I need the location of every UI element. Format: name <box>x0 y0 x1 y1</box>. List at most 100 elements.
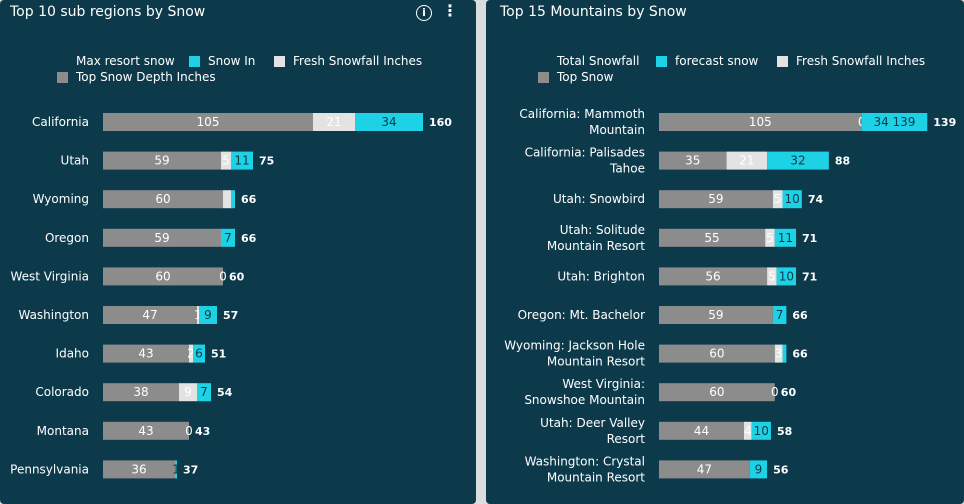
bar-segment[interactable] <box>103 383 179 402</box>
bar-segment[interactable] <box>103 267 223 286</box>
bar-segment[interactable] <box>103 228 221 247</box>
total-label: 51 <box>211 348 226 361</box>
bar-segment[interactable] <box>659 190 773 209</box>
data-label: 1 <box>194 308 202 322</box>
bar-segment[interactable] <box>197 383 211 402</box>
bar-segment[interactable] <box>767 267 777 286</box>
bar-row[interactable]: Washington 47 1 9 57 <box>18 306 238 324</box>
bar-segment[interactable] <box>221 151 231 170</box>
bar-segment[interactable] <box>782 344 787 363</box>
bar-row[interactable]: Washington: Crystal Mountain Resort 47 9 56 <box>525 454 789 484</box>
bar-row[interactable]: Oregon: Mt. Bachelor 59 7 66 <box>518 306 808 324</box>
bar-segment[interactable] <box>231 190 235 209</box>
bar-segment[interactable] <box>659 344 775 363</box>
bar-segment[interactable] <box>103 151 221 170</box>
bar-segment[interactable] <box>749 460 768 479</box>
bar-segment[interactable] <box>313 113 355 131</box>
bar-chart-sub-regions: California 105 21 34 160 Utah 59 5 11 75 Wyoming 60… <box>10 113 452 479</box>
category-label: Wyoming: Jackson Hole Mountain Resort <box>504 339 645 369</box>
data-label: 60 <box>155 192 170 206</box>
bar-segment[interactable] <box>861 113 928 131</box>
legend-item[interactable]: forecast snow <box>656 54 758 68</box>
bar-row[interactable]: Wyoming: Jackson Hole Mountain Resort 60 3 6… <box>504 339 808 369</box>
bar-row[interactable]: California: Palisades Tahoe 35 21 32 88 <box>525 146 851 176</box>
bar-segment[interactable] <box>659 460 750 479</box>
bar-segment[interactable] <box>193 344 205 363</box>
bar-segment[interactable] <box>179 383 197 402</box>
bar-segment[interactable] <box>774 344 783 363</box>
bar-row[interactable]: Idaho 43 2 6 51 <box>56 344 227 363</box>
info-icon[interactable]: i <box>416 5 432 21</box>
legend-swatch <box>57 71 68 83</box>
data-label: 10 <box>754 424 769 438</box>
bar-row[interactable]: Oregon 59 7 66 <box>45 228 257 247</box>
category-label: Oregon: Mt. Bachelor <box>518 308 645 322</box>
bar-segment[interactable] <box>355 113 423 131</box>
bar-row[interactable]: Wyoming 60 66 <box>33 190 257 209</box>
bar-segment[interactable] <box>659 306 773 324</box>
bar-segment[interactable] <box>743 421 752 440</box>
legend-label: Top Snow <box>557 70 614 84</box>
bar-row[interactable]: Pennsylvania 36 1 37 <box>10 460 198 479</box>
bar-segment[interactable] <box>103 460 175 479</box>
legend-item[interactable]: Top Snow <box>538 70 613 84</box>
bar-segment[interactable] <box>774 228 797 247</box>
bar-segment[interactable] <box>103 306 197 324</box>
legend-swatch <box>274 55 285 67</box>
bar-segment[interactable] <box>782 190 802 209</box>
bar-segment[interactable] <box>103 344 189 363</box>
bar-row[interactable]: California 105 21 34 160 <box>32 113 452 131</box>
bar-segment[interactable] <box>659 421 744 440</box>
bar-segment[interactable] <box>659 228 766 247</box>
bar-segment[interactable] <box>189 344 193 363</box>
bar-segment[interactable] <box>772 306 787 324</box>
bar-segment[interactable] <box>659 113 862 131</box>
bar-segment[interactable] <box>103 190 223 209</box>
bar-segment[interactable] <box>767 151 829 170</box>
bar-segment[interactable] <box>175 460 177 479</box>
bar-segment[interactable] <box>221 228 235 247</box>
bar-row[interactable]: West Virginia 60 0 60 <box>10 267 245 286</box>
bar-row[interactable]: Utah: Snowbird 59 5 10 74 <box>553 190 823 209</box>
bar-row[interactable]: Montana 43 0 43 <box>37 421 211 440</box>
category-label: California <box>32 115 89 129</box>
bar-row[interactable]: Utah: Brighton 56 5 10 71 <box>557 267 817 286</box>
category-label: Washington: Crystal Mountain Resort <box>525 454 646 484</box>
total-label: 75 <box>259 155 274 168</box>
legend-item[interactable]: Fresh Snowfall Inches <box>777 54 925 68</box>
bar-segment[interactable] <box>659 151 727 170</box>
legend-label: Max resort snow <box>76 54 175 68</box>
legend-label: Fresh Snowfall Inches <box>293 54 423 68</box>
legend-item[interactable]: Fresh Snowfall Inches <box>274 54 422 68</box>
bar-segment[interactable] <box>765 228 775 247</box>
bar-row[interactable]: Utah 59 5 11 75 <box>61 151 275 170</box>
bar-segment[interactable] <box>231 151 253 170</box>
category-label: Utah: Solitude Mountain Resort <box>547 223 645 253</box>
bar-segment[interactable] <box>659 383 775 402</box>
legend: Total Snowfall forecast snow Fresh Snowf… <box>486 52 964 92</box>
legend-item[interactable]: Max resort snow <box>76 54 175 68</box>
more-options-icon[interactable]: ⋮ <box>442 1 458 20</box>
data-label: 21 <box>326 115 341 129</box>
bar-segment[interactable] <box>776 267 797 286</box>
bar-segment[interactable] <box>223 190 231 209</box>
data-label: 34 139 <box>873 115 915 129</box>
bar-segment[interactable] <box>103 113 313 131</box>
bar-row[interactable]: Colorado 38 9 7 54 <box>35 383 233 402</box>
bar-segment[interactable] <box>103 421 189 440</box>
bar-segment[interactable] <box>751 421 771 440</box>
bar-segment[interactable] <box>199 306 217 324</box>
bar-segment[interactable] <box>197 306 199 324</box>
legend-item[interactable]: Total Snowfall <box>557 54 639 68</box>
legend-item[interactable]: Snow In <box>189 54 255 68</box>
category-label: West Virginia: Snowshoe Mountain <box>524 377 645 407</box>
category-label: Wyoming <box>33 192 89 206</box>
bar-segment[interactable] <box>772 190 783 209</box>
bar-segment[interactable] <box>659 267 768 286</box>
legend-item[interactable]: Top Snow Depth Inches <box>57 70 216 84</box>
bar-segment[interactable] <box>726 151 768 170</box>
